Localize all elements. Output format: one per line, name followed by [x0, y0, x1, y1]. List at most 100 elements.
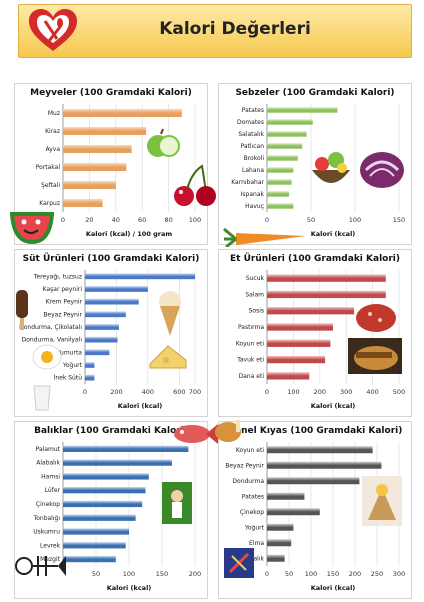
bar — [267, 274, 386, 282]
category-label: Palamut — [36, 446, 61, 453]
category-label: Patates — [242, 107, 264, 114]
bar — [85, 362, 95, 368]
cake-slice-icon — [362, 476, 402, 526]
category-label: Karnıbahar — [231, 179, 264, 186]
bar — [63, 487, 146, 494]
bar — [63, 556, 116, 563]
category-label: Tereyağı, tuzsuz — [33, 273, 82, 280]
cherry-icon — [174, 164, 216, 206]
bar — [85, 349, 110, 356]
chart-title: Et Ürünleri (100 Gramdaki Kalori) — [230, 254, 400, 264]
bar — [267, 167, 294, 173]
x-tick-label: 40 — [112, 216, 120, 224]
x-tick-label: 100 — [349, 216, 361, 224]
chef-figure-icon — [162, 482, 192, 524]
ice-cream-bar-icon — [16, 290, 28, 330]
category-label: Ayva — [46, 146, 61, 153]
chart-title: Balıklar (100 Gramdaki Kalori) — [34, 426, 188, 436]
x-tick-label: 400 — [366, 388, 378, 396]
category-label: Krem Peynir — [46, 299, 83, 306]
bar — [267, 508, 320, 516]
bar — [267, 339, 331, 347]
x-tick-label: 300 — [340, 388, 352, 396]
bar — [267, 355, 326, 364]
bar — [63, 162, 127, 172]
bar — [267, 179, 292, 185]
bar — [63, 108, 182, 118]
x-tick-label: 200 — [349, 570, 361, 578]
salami-icon — [356, 304, 396, 332]
bar — [267, 131, 307, 137]
category-label: Lahana — [242, 167, 264, 174]
x-tick-label: 0 — [265, 570, 269, 578]
chart-title: Sebzeler (100 Gramdaki Kalori) — [235, 88, 395, 98]
x-tick-label: 700 — [189, 388, 201, 396]
category-label: Koyun eti — [236, 340, 264, 347]
salad-bowl-icon — [312, 152, 350, 183]
x-tick-label: 60 — [138, 216, 146, 224]
bar — [267, 539, 292, 547]
ice-cream-cone-icon — [159, 291, 181, 336]
bar — [63, 126, 147, 136]
x-axis-label: Kalori (kcal) / 100 gram — [86, 230, 173, 238]
bar — [267, 554, 285, 562]
x-tick-label: 150 — [393, 216, 405, 224]
x-tick-label: 0 — [265, 388, 269, 396]
carrot-icon — [223, 227, 306, 247]
x-tick-label: 100 — [189, 216, 201, 224]
category-label: Portakal — [36, 164, 61, 171]
utensils-icon — [224, 548, 254, 578]
bar — [85, 286, 148, 292]
category-label: Patlıcan — [241, 143, 265, 150]
category-label: Kiraz — [45, 128, 60, 135]
category-label: Yoğurt — [244, 524, 265, 531]
bar — [63, 542, 126, 549]
category-label: Sosis — [249, 308, 264, 315]
apple-icon — [147, 128, 180, 157]
egg-icon — [32, 344, 62, 370]
roast-chicken-icon — [215, 420, 241, 442]
bar — [85, 336, 118, 343]
bar — [85, 273, 195, 280]
category-label: Kaşar peyniri — [43, 286, 83, 293]
category-label: Tonbalığı — [33, 515, 61, 522]
bar — [85, 374, 95, 381]
panel-et-urunleri: Et Ürünleri (100 Gramdaki Kalori) 0 100 20… — [218, 249, 412, 417]
bar — [267, 307, 355, 315]
bar — [267, 290, 386, 299]
category-label: Alabalık — [36, 460, 60, 467]
bar — [267, 203, 294, 209]
bar — [63, 528, 129, 535]
comparison-chart: 0 50 100 150 200 250 300 Koyun eti Beyaz Peynir D… — [225, 442, 405, 592]
bar — [63, 445, 189, 452]
milk-glass-icon — [33, 385, 51, 411]
x-axis-label: Kalori (kcal) — [311, 402, 356, 410]
x-tick-label: 250 — [371, 570, 383, 578]
cabbage-icon — [360, 152, 404, 188]
x-axis-label: Kalori (kcal) — [118, 402, 163, 410]
category-label: Levrek — [40, 542, 61, 549]
fish-chart: 50 100 150 200 Palamut Alabalık Hamsi Lüfer Çine… — [33, 442, 201, 592]
x-tick-label: 50 — [285, 570, 293, 578]
bar — [85, 324, 119, 330]
x-axis-label: Kalori (kcal) — [311, 230, 356, 238]
x-tick-label: 100 — [305, 570, 317, 578]
x-tick-label: 600 — [173, 388, 185, 396]
category-label: Brokoli — [244, 155, 265, 162]
fish-skeleton-icon — [15, 556, 66, 576]
category-label: Sucuk — [246, 275, 265, 282]
category-label: Pastırma — [238, 324, 264, 331]
x-tick-label: 200 — [314, 388, 326, 396]
x-axis-label: Kalori (kcal) — [107, 584, 152, 592]
category-label: Hamsi — [41, 473, 60, 480]
bar — [267, 477, 360, 485]
bar — [267, 107, 338, 113]
category-label: Salatalık — [238, 131, 264, 138]
category-label: Salam — [245, 291, 264, 298]
category-label: Yumurta — [56, 349, 82, 356]
category-label: Çinekop — [240, 509, 264, 516]
category-label: Karpuz — [39, 200, 60, 207]
x-tick-label: 200 — [110, 388, 122, 396]
category-label: Dana eti — [239, 373, 265, 380]
category-label: Çinekop — [36, 501, 60, 508]
